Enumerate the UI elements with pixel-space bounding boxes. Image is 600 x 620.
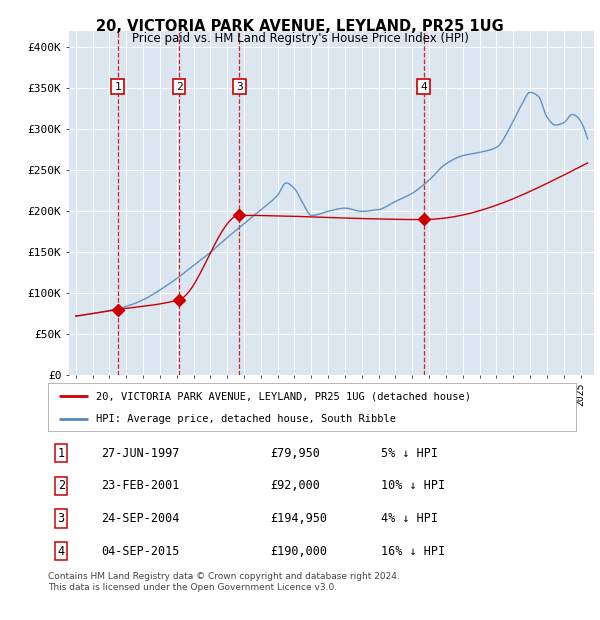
- Text: This data is licensed under the Open Government Licence v3.0.: This data is licensed under the Open Gov…: [48, 583, 337, 592]
- Text: 10% ↓ HPI: 10% ↓ HPI: [380, 479, 445, 492]
- Text: 2: 2: [58, 479, 65, 492]
- Text: £194,950: £194,950: [270, 512, 327, 525]
- Text: 4: 4: [58, 544, 65, 557]
- Text: Price paid vs. HM Land Registry's House Price Index (HPI): Price paid vs. HM Land Registry's House …: [131, 32, 469, 45]
- Text: 4: 4: [420, 82, 427, 92]
- Text: 1: 1: [114, 82, 121, 92]
- Text: 24-SEP-2004: 24-SEP-2004: [101, 512, 179, 525]
- Text: 04-SEP-2015: 04-SEP-2015: [101, 544, 179, 557]
- Text: 27-JUN-1997: 27-JUN-1997: [101, 447, 179, 460]
- Text: 1: 1: [58, 447, 65, 460]
- Text: 2: 2: [176, 82, 182, 92]
- Text: 4% ↓ HPI: 4% ↓ HPI: [380, 512, 437, 525]
- Text: £79,950: £79,950: [270, 447, 320, 460]
- Text: 3: 3: [236, 82, 243, 92]
- Text: Contains HM Land Registry data © Crown copyright and database right 2024.: Contains HM Land Registry data © Crown c…: [48, 572, 400, 581]
- Text: £190,000: £190,000: [270, 544, 327, 557]
- Text: 3: 3: [58, 512, 65, 525]
- Text: 20, VICTORIA PARK AVENUE, LEYLAND, PR25 1UG: 20, VICTORIA PARK AVENUE, LEYLAND, PR25 …: [96, 19, 504, 33]
- Text: HPI: Average price, detached house, South Ribble: HPI: Average price, detached house, Sout…: [95, 414, 395, 424]
- Text: 16% ↓ HPI: 16% ↓ HPI: [380, 544, 445, 557]
- Text: £92,000: £92,000: [270, 479, 320, 492]
- Text: 5% ↓ HPI: 5% ↓ HPI: [380, 447, 437, 460]
- Text: 23-FEB-2001: 23-FEB-2001: [101, 479, 179, 492]
- Text: 20, VICTORIA PARK AVENUE, LEYLAND, PR25 1UG (detached house): 20, VICTORIA PARK AVENUE, LEYLAND, PR25 …: [95, 391, 470, 401]
